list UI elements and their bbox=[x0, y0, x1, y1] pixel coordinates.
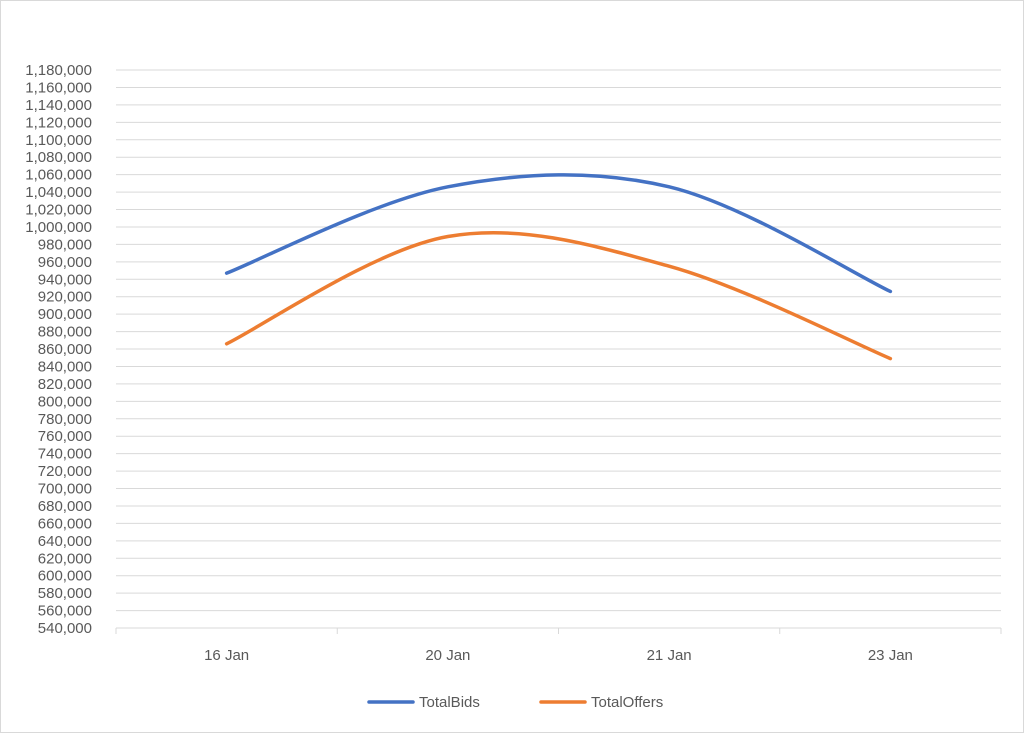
y-tick-label: 1,160,000 bbox=[25, 79, 92, 96]
y-tick-label: 860,000 bbox=[38, 341, 92, 358]
y-tick-label: 700,000 bbox=[38, 481, 92, 498]
y-tick-label: 1,120,000 bbox=[25, 114, 92, 131]
x-tick-label: 20 Jan bbox=[425, 647, 470, 664]
y-tick-label: 1,040,000 bbox=[25, 184, 92, 201]
x-tick-label: 23 Jan bbox=[868, 647, 913, 664]
legend: TotalBids TotalOffers bbox=[367, 694, 663, 711]
legend-label: TotalBids bbox=[419, 694, 480, 711]
x-tick-label: 21 Jan bbox=[647, 647, 692, 664]
y-tick-label: 940,000 bbox=[38, 271, 92, 288]
y-tick-label: 1,100,000 bbox=[25, 132, 92, 149]
x-tick-label: 16 Jan bbox=[204, 647, 249, 664]
y-tick-label: 900,000 bbox=[38, 306, 92, 323]
y-tick-label: 640,000 bbox=[38, 533, 92, 550]
y-tick-label: 880,000 bbox=[38, 324, 92, 341]
y-tick-label: 760,000 bbox=[38, 428, 92, 445]
y-tick-label: 920,000 bbox=[38, 289, 92, 306]
y-tick-label: 1,020,000 bbox=[25, 202, 92, 219]
y-tick-label: 960,000 bbox=[38, 254, 92, 271]
y-tick-label: 1,180,000 bbox=[25, 62, 92, 79]
series-line-totalbids bbox=[224, 173, 893, 294]
y-tick-label: 600,000 bbox=[38, 568, 92, 585]
y-tick-label: 1,080,000 bbox=[25, 149, 92, 166]
y-tick-label: 800,000 bbox=[38, 393, 92, 410]
y-tick-label: 1,000,000 bbox=[25, 219, 92, 236]
legend-label: TotalOffers bbox=[591, 694, 663, 711]
y-tick-label: 740,000 bbox=[38, 446, 92, 463]
y-axis: 540,000560,000580,000600,000620,000640,0… bbox=[25, 62, 92, 637]
y-tick-label: 840,000 bbox=[38, 358, 92, 375]
y-tick-label: 580,000 bbox=[38, 585, 92, 602]
x-axis: 16 Jan 20 Jan 21 Jan 23 Jan bbox=[115, 627, 1002, 664]
y-tick-label: 720,000 bbox=[38, 463, 92, 480]
gridlines bbox=[116, 69, 1001, 612]
y-tick-label: 820,000 bbox=[38, 376, 92, 393]
y-tick-label: 1,140,000 bbox=[25, 97, 92, 114]
y-tick-label: 620,000 bbox=[38, 550, 92, 567]
series-lines bbox=[224, 173, 893, 361]
y-tick-label: 540,000 bbox=[38, 620, 92, 637]
y-tick-label: 780,000 bbox=[38, 411, 92, 428]
y-tick-label: 1,060,000 bbox=[25, 167, 92, 184]
y-tick-label: 980,000 bbox=[38, 236, 92, 253]
y-tick-label: 560,000 bbox=[38, 603, 92, 620]
series-line-totaloffers bbox=[224, 230, 893, 361]
y-tick-label: 660,000 bbox=[38, 515, 92, 532]
y-tick-label: 680,000 bbox=[38, 498, 92, 515]
